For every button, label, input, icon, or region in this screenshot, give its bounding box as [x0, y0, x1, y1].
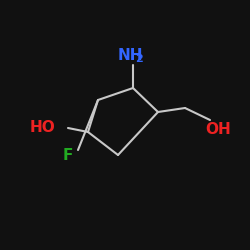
Text: OH: OH: [205, 122, 231, 138]
Text: 2: 2: [135, 54, 143, 64]
Text: F: F: [63, 148, 74, 162]
Text: HO: HO: [30, 120, 56, 136]
Text: NH: NH: [118, 48, 144, 64]
